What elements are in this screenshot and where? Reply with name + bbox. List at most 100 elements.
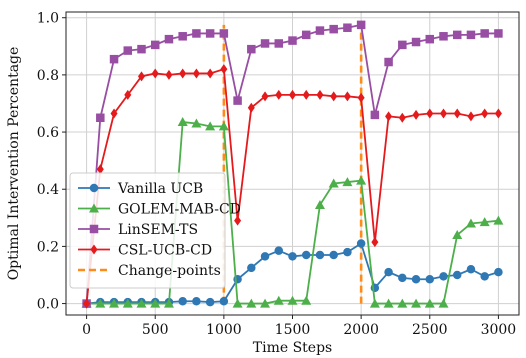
data-point (479, 217, 490, 227)
data-point (494, 29, 503, 38)
data-point (343, 91, 351, 102)
data-point (356, 20, 366, 30)
data-point (425, 275, 435, 284)
data-point (151, 68, 159, 79)
data-point (371, 237, 379, 248)
data-point (343, 23, 352, 32)
legend-entry: Change-points (78, 263, 221, 279)
data-point (411, 298, 422, 308)
legend: Vanilla UCB GOLEM-MAB-CD LinSEM-TS CSL-UCB-… (69, 172, 241, 289)
data-point (425, 34, 435, 44)
data-point (247, 44, 256, 54)
legend-entry: LinSEM-TS (78, 222, 198, 238)
data-point (136, 298, 147, 308)
data-point (150, 298, 161, 308)
data-point (301, 295, 312, 305)
data-point (356, 239, 366, 248)
data-point (109, 54, 119, 64)
data-point (384, 267, 393, 277)
x-axis-label: Time Steps (253, 340, 332, 356)
data-point (315, 26, 325, 35)
data-point (287, 295, 298, 305)
data-point (95, 298, 106, 308)
legend-marker (89, 224, 99, 234)
legend-marker (89, 203, 99, 213)
data-point (370, 110, 380, 120)
data-point (328, 178, 339, 188)
data-point (206, 68, 214, 79)
data-point (261, 91, 269, 102)
data-point (411, 37, 421, 47)
series-3 (83, 64, 502, 309)
data-point (274, 246, 284, 255)
data-point (137, 44, 146, 54)
data-point (246, 298, 257, 308)
data-point (123, 46, 133, 55)
legend-entry: Vanilla UCB (78, 181, 203, 197)
data-point (233, 96, 242, 105)
x-tick-label: 3000 (481, 322, 517, 338)
data-point (494, 267, 503, 277)
data-point (122, 298, 133, 308)
data-point (315, 250, 325, 260)
data-point (314, 199, 325, 209)
data-point (260, 39, 270, 48)
data-point (438, 298, 449, 308)
x-tick-label: 0 (82, 322, 91, 338)
data-point (330, 91, 338, 102)
data-point (494, 108, 502, 119)
data-point (397, 298, 408, 308)
data-point (466, 265, 476, 274)
data-point (96, 164, 104, 175)
data-point (96, 113, 105, 123)
data-point (179, 68, 187, 79)
data-point (220, 64, 228, 75)
data-point (302, 89, 310, 100)
data-point (329, 250, 338, 260)
data-point (356, 175, 367, 185)
data-point (385, 111, 393, 122)
x-tick-label: 500 (142, 322, 169, 338)
data-point (274, 39, 284, 48)
data-point (138, 71, 145, 82)
data-point (288, 36, 297, 45)
data-point (164, 34, 174, 44)
legend-entry: CSL-UCB-CD (78, 243, 212, 259)
data-point (219, 29, 229, 38)
data-point (439, 272, 448, 281)
data-point (177, 117, 188, 127)
legend-marker (90, 244, 98, 255)
series-0 (82, 239, 503, 308)
data-point (205, 121, 216, 131)
data-point (301, 30, 311, 40)
data-point (398, 112, 406, 123)
legend-label: Change-points (118, 263, 221, 279)
data-point (218, 121, 229, 131)
legend-label: Vanilla UCB (117, 181, 203, 197)
legend-marker (89, 183, 99, 193)
data-point (247, 102, 255, 113)
data-point (150, 40, 160, 50)
data-point (452, 270, 462, 280)
data-point (465, 218, 476, 228)
data-point (83, 298, 91, 309)
data-point (110, 108, 118, 119)
data-point (260, 252, 270, 261)
axis-ticks: 0 500 1000 1500 2000 2500 3000 0.0 0.2 0.4 0.6 0.8 1… (37, 11, 516, 338)
data-point (275, 89, 283, 100)
data-point (124, 89, 132, 100)
data-point (219, 297, 229, 306)
data-point (178, 32, 187, 41)
data-point (398, 273, 407, 283)
legend-box (69, 172, 226, 289)
y-tick-label: 0.0 (37, 297, 59, 313)
y-tick-label: 0.4 (37, 182, 59, 198)
data-point (453, 108, 461, 119)
data-point (260, 298, 271, 308)
legend-label: CSL-UCB-CD (118, 243, 212, 259)
data-point (384, 57, 393, 67)
y-tick-label: 0.8 (37, 68, 59, 84)
data-point (369, 298, 380, 308)
data-point (440, 108, 447, 119)
